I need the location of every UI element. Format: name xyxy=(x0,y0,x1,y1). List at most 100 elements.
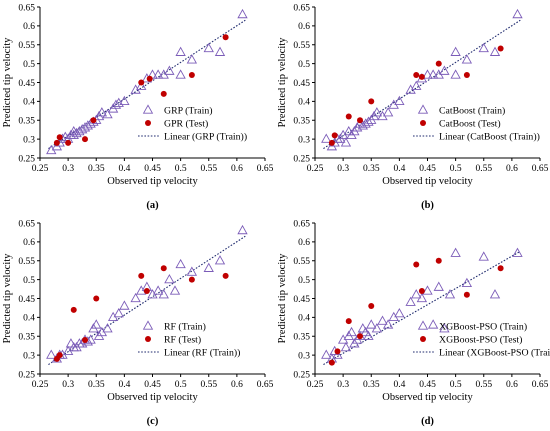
test-point xyxy=(222,272,229,279)
test-point xyxy=(53,139,60,146)
test-point xyxy=(93,295,100,302)
train-point xyxy=(102,323,113,333)
chart-panel-c: 0.25 0.3 0.35 0.4 0.45 0.5 0.55 0.6 0.65 0.25 0.3 0… xyxy=(0,216,275,431)
test-point xyxy=(160,265,167,272)
legend-swatch-test xyxy=(420,336,426,342)
chart-panel-b: 0.25 0.3 0.35 0.4 0.45 0.5 0.55 0.6 0.65 0.25 0.3 0… xyxy=(275,0,550,215)
y-tick-label: 0.65 xyxy=(18,3,35,13)
train-point xyxy=(439,323,450,333)
train-point xyxy=(152,69,164,79)
test-point xyxy=(368,98,375,105)
y-tick-label: 0.3 xyxy=(298,135,310,145)
x-tick-label: 0.25 xyxy=(307,380,324,390)
test-point xyxy=(143,287,150,294)
test-point xyxy=(188,276,195,283)
train-point xyxy=(450,247,461,257)
y-tick-label: 0.55 xyxy=(18,41,35,51)
train-point xyxy=(363,330,374,340)
train-point xyxy=(136,80,147,90)
panel-label: (c) xyxy=(147,416,159,427)
legend-label: GRP (Train) xyxy=(164,105,213,116)
y-tick-label: 0.45 xyxy=(293,79,310,89)
test-point xyxy=(222,34,229,41)
train-point xyxy=(169,285,181,295)
y-axis-label: Predicted tip velocity xyxy=(2,37,13,128)
chart-svg: 0.25 0.3 0.35 0.4 0.45 0.5 0.55 0.6 0.65 0.25 0.3 0… xyxy=(2,3,274,211)
y-tick-label: 0.3 xyxy=(23,135,35,145)
y-tick-label: 0.35 xyxy=(293,117,310,127)
x-tick-label: 0.25 xyxy=(32,164,49,174)
x-tick-label: 0.5 xyxy=(450,164,462,174)
test-point xyxy=(331,132,338,139)
train-point xyxy=(152,285,164,295)
train-point xyxy=(450,69,461,79)
train-point xyxy=(427,319,439,329)
y-tick-label: 0.55 xyxy=(18,257,35,267)
train-point xyxy=(382,319,394,329)
y-tick-label: 0.65 xyxy=(293,219,310,229)
y-tick-label: 0.6 xyxy=(298,238,310,248)
train-point xyxy=(186,266,198,276)
legend-swatch-test xyxy=(145,336,151,342)
x-tick-label: 0.35 xyxy=(363,380,380,390)
train-point xyxy=(439,65,450,75)
y-axis-label: Predicted tip velocity xyxy=(2,253,13,344)
train-point xyxy=(416,292,428,303)
train-point xyxy=(158,289,169,299)
train-point xyxy=(461,277,473,288)
train-point xyxy=(433,281,444,291)
train-point xyxy=(91,319,102,329)
legend-label: RF (Test) xyxy=(164,334,201,345)
train-point xyxy=(377,315,388,325)
panel-label: (b) xyxy=(421,200,434,211)
legend-swatch-test xyxy=(145,120,151,126)
train-point xyxy=(382,107,394,117)
train-point xyxy=(461,54,473,64)
train-point xyxy=(175,258,186,269)
train-point xyxy=(340,137,352,147)
y-tick-label: 0.5 xyxy=(298,276,310,286)
train-point xyxy=(164,273,175,284)
train-point xyxy=(237,224,248,235)
y-tick-label: 0.55 xyxy=(293,41,310,51)
x-tick-label: 0.65 xyxy=(257,380,274,390)
test-point xyxy=(146,75,153,82)
y-tick-label: 0.4 xyxy=(23,98,35,108)
legend-label: Linear (RF (Train)) xyxy=(164,347,240,358)
x-tick-label: 0.35 xyxy=(88,380,105,390)
y-tick-label: 0.35 xyxy=(18,117,35,127)
train-point xyxy=(422,69,433,79)
test-point xyxy=(90,117,97,124)
y-tick-label: 0.25 xyxy=(18,370,35,380)
x-tick-label: 0.45 xyxy=(419,164,436,174)
train-point xyxy=(411,80,422,90)
train-point xyxy=(422,285,433,295)
x-tick-label: 0.35 xyxy=(363,164,380,174)
panel-label: (a) xyxy=(146,200,159,211)
train-point xyxy=(512,8,523,19)
test-point xyxy=(82,136,88,143)
y-tick-label: 0.35 xyxy=(18,333,35,343)
chart-svg: 0.25 0.3 0.35 0.4 0.45 0.5 0.55 0.6 0.65 0.25 0.3 0… xyxy=(277,3,549,211)
train-point xyxy=(164,65,175,75)
test-point xyxy=(497,45,504,52)
train-point xyxy=(366,319,377,329)
train-point xyxy=(394,307,405,318)
y-tick-label: 0.5 xyxy=(23,276,35,286)
y-tick-label: 0.25 xyxy=(18,154,35,164)
test-point xyxy=(357,117,363,124)
y-axis-label: Predicted tip velocity xyxy=(277,37,288,128)
train-point xyxy=(346,326,357,337)
test-point xyxy=(413,71,420,78)
train-point xyxy=(175,46,186,56)
train-point xyxy=(478,42,489,53)
test-point xyxy=(368,303,375,310)
test-point xyxy=(418,287,425,294)
y-tick-label: 0.25 xyxy=(293,370,310,380)
legend-swatch-test xyxy=(420,120,426,126)
test-point xyxy=(160,90,167,97)
legend-label: XGBoost-PSO (Train) xyxy=(439,321,527,332)
legend-swatch-train xyxy=(417,104,429,114)
train-point xyxy=(363,116,374,126)
